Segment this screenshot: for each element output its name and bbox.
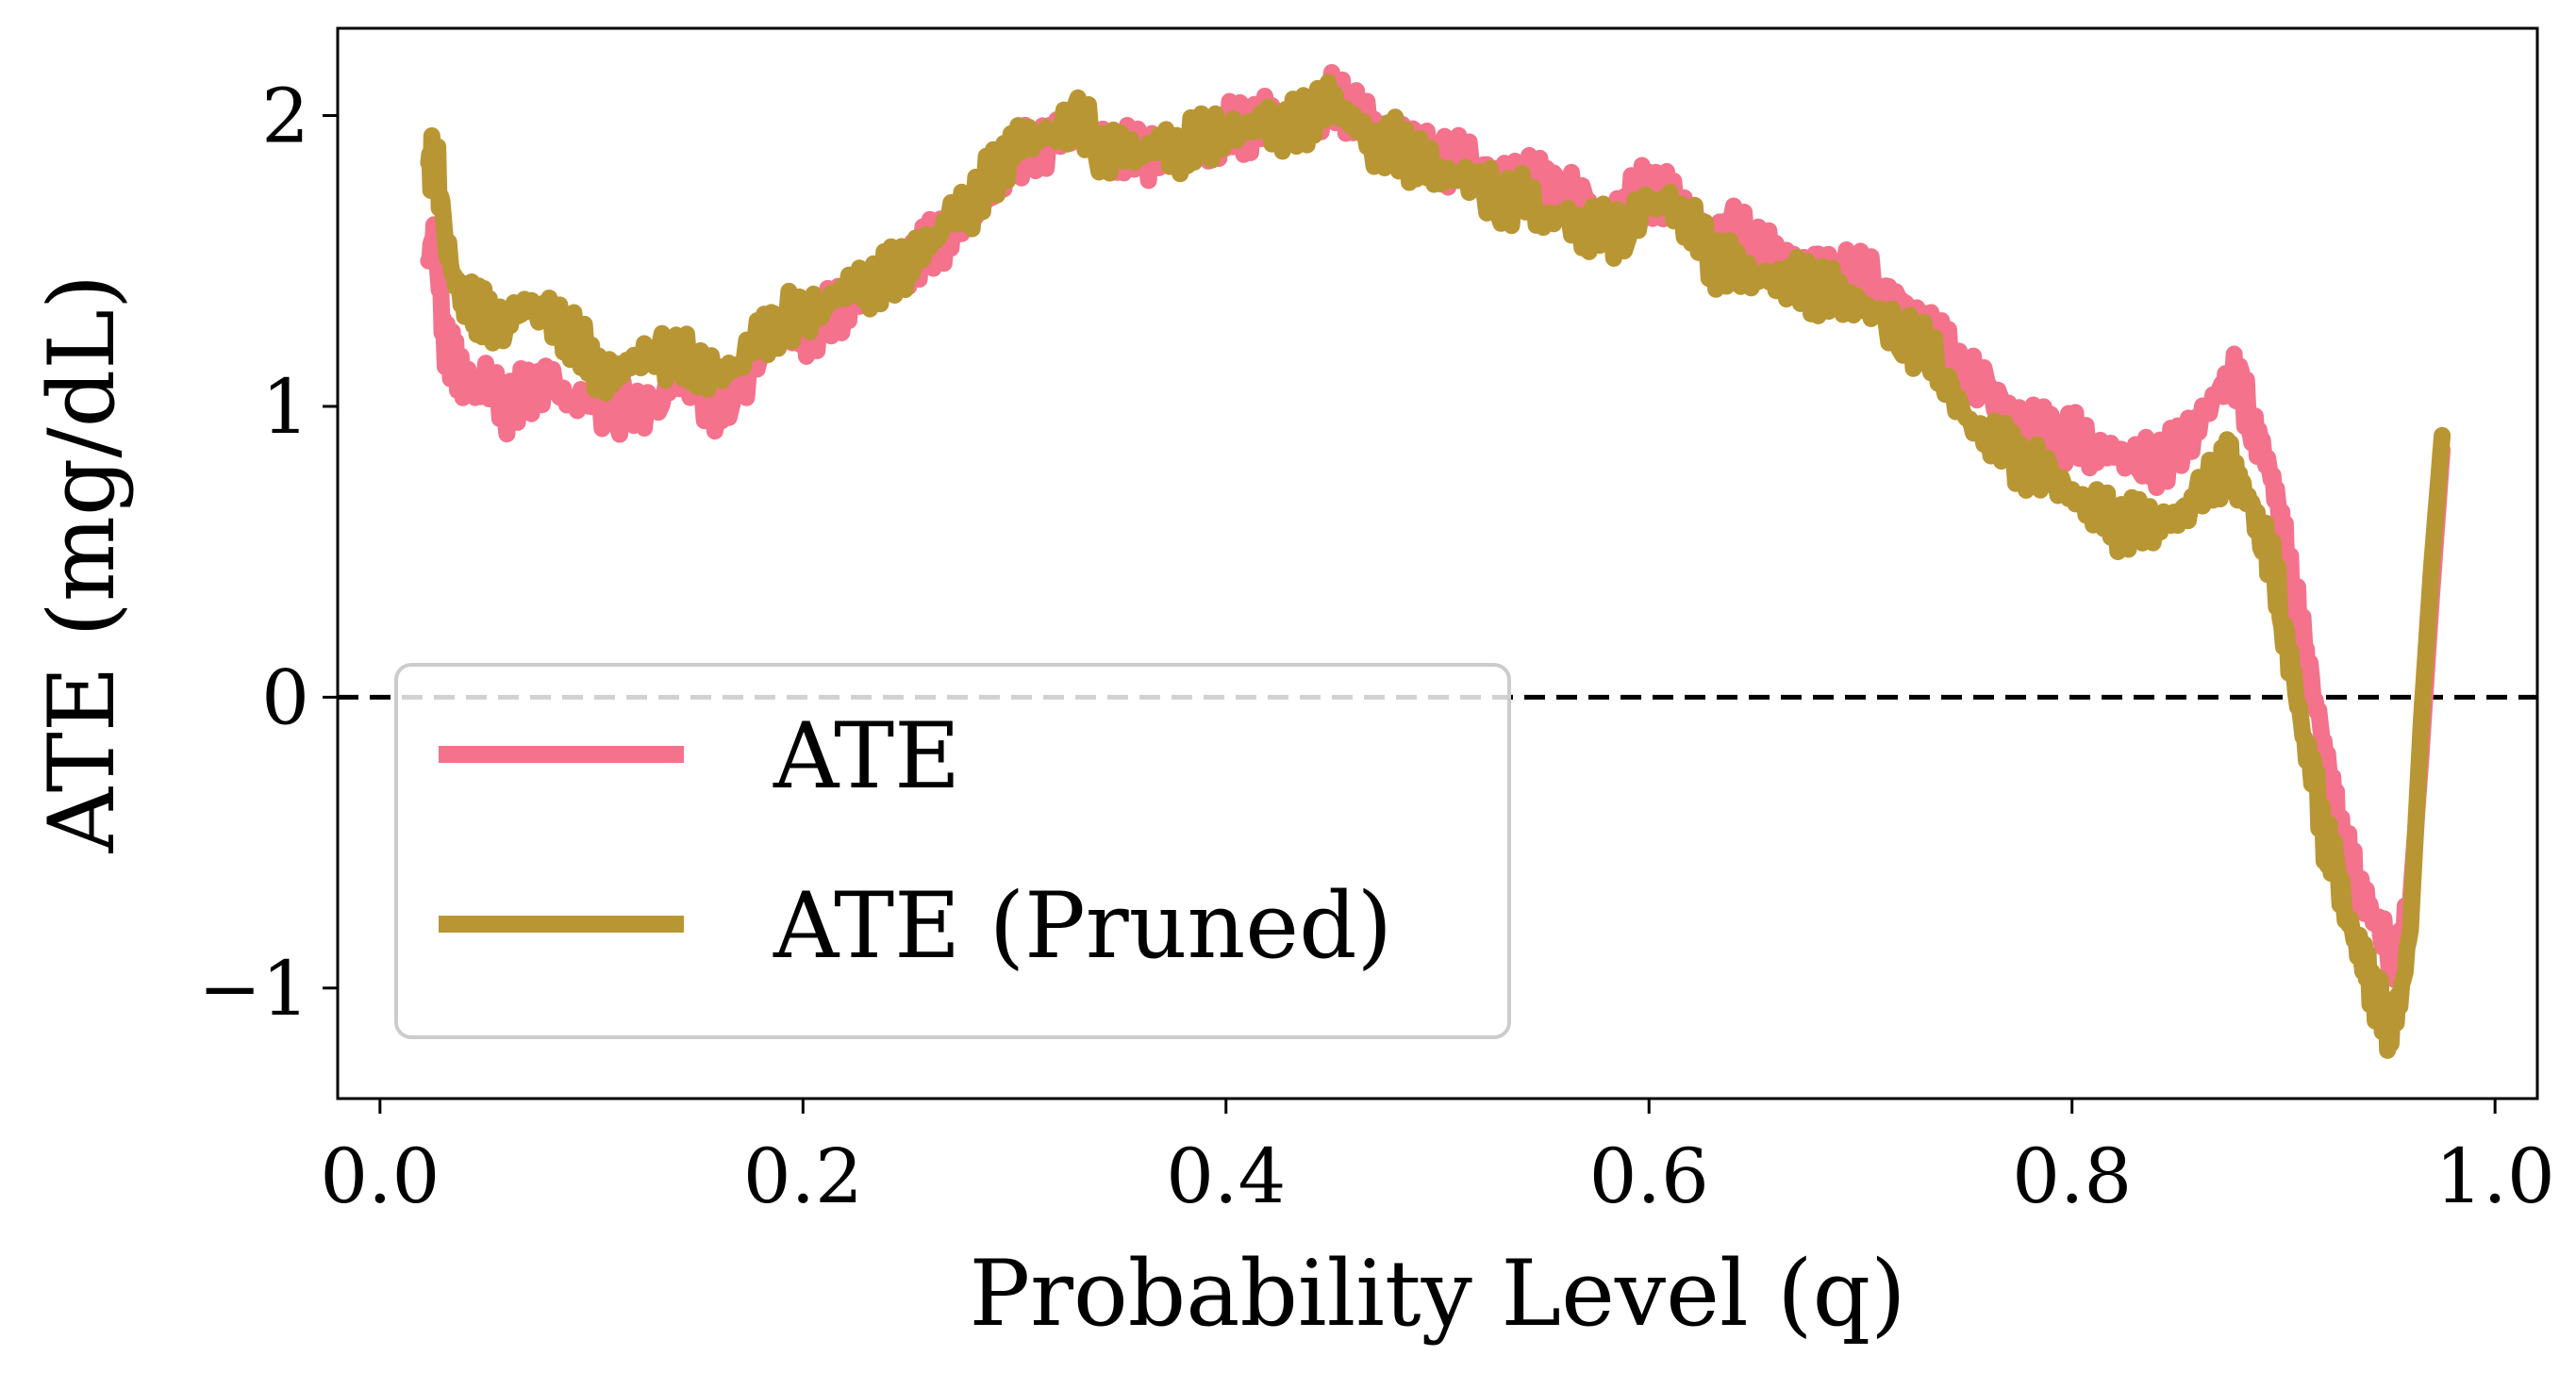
x-axis-label: Probability Level (q) [969,1241,1905,1347]
y-tick-label: 2 [261,73,309,160]
series-line-2 [420,74,2451,1059]
axes-frame [336,26,2539,1100]
x-tick-label: 0.4 [1166,1133,1286,1220]
y-axis-label: ATE (mg/dL) [29,274,135,854]
x-tick-label: 1.0 [2435,1133,2555,1220]
y-tick-label: 1 [261,363,309,451]
y-tick-label: −1 [198,945,309,1033]
x-tick-label: 0.6 [1589,1133,1709,1220]
y-tick-label: 0 [261,653,309,741]
x-tick-label: 0.2 [743,1133,863,1220]
legend-label: ATE (Pruned) [773,873,1392,979]
x-tick-label: 0.0 [320,1133,440,1220]
legend-label: ATE [773,703,960,809]
axes: 0.0 0.2 0.4 0.6 0.8 1.0 −1 0 1 2 [198,26,2555,1220]
legend: ATE ATE (Pruned) [394,663,1511,1039]
x-tick-label: 0.8 [2012,1133,2132,1220]
